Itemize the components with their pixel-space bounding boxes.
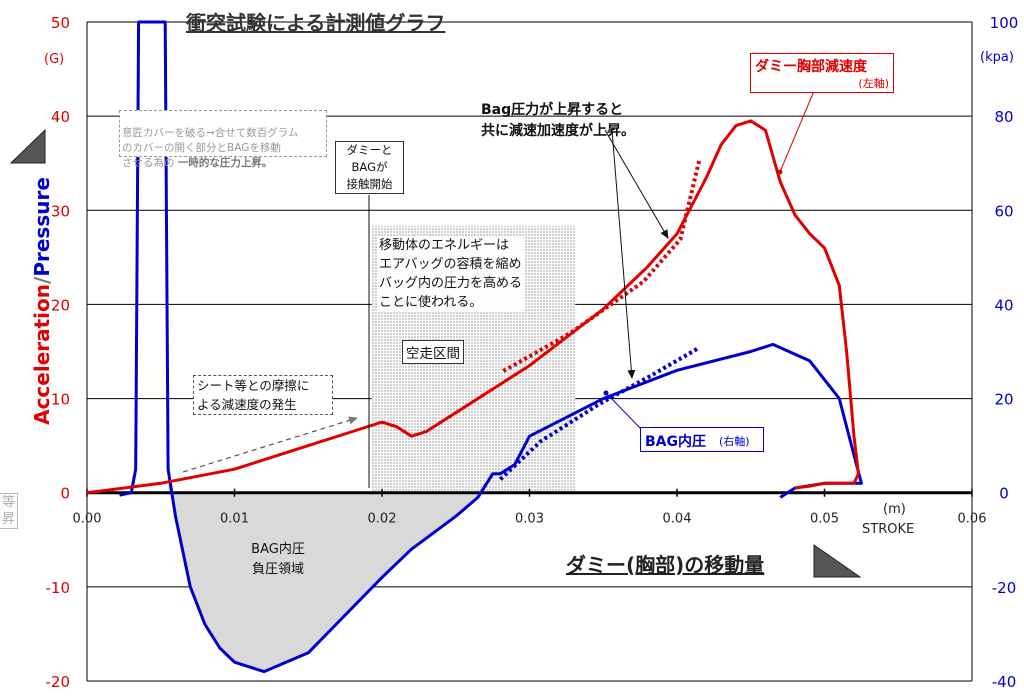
pressure-legend-axis: (右軸) [719, 435, 750, 448]
accel-legend-name: ダミー胸部減速度 [755, 59, 867, 75]
x-tick-label-2: 0.02 [368, 512, 397, 527]
x-unit: (m) [883, 502, 906, 517]
accel-series-line [86, 119, 860, 495]
y-axis-label-sep: / [30, 276, 54, 284]
dotted-extension-0 [502, 158, 702, 373]
x-axis-label: ダミー(胸部)の移動量 [566, 553, 765, 577]
y-left-tick-label-6: -10 [46, 579, 71, 597]
energy-text-box: 移動体のエネルギーは エアバッグの容積を縮め バッグ内の圧力を高める ことに使わ… [377, 236, 525, 312]
y-axis-triangle [9, 128, 46, 164]
chart-title: 衝突試験による計測値グラフ [186, 11, 446, 35]
y-right-tick-label-4: 20 [994, 391, 1013, 409]
x-tick-label-5: 0.05 [810, 512, 839, 527]
axes [9, 22, 973, 681]
y-right-unit: (kpa) [980, 50, 1014, 65]
x-tick-label-4: 0.04 [663, 512, 692, 527]
left-edge-text: 等 昇 [0, 493, 19, 529]
series [86, 20, 863, 674]
x-tick-label-6: 0.06 [958, 512, 987, 527]
accel-legend-axis: (左軸) [858, 77, 889, 90]
y-left-tick-label-7: -20 [46, 673, 71, 691]
free-run-label: 空走区間 [402, 340, 464, 364]
accel-legend-box: ダミー胸部減速度 (左軸) [750, 53, 894, 93]
dotted-extension-1 [499, 345, 701, 481]
x-axis-triangle [813, 544, 862, 578]
friction-arrow [182, 416, 358, 473]
y-left-unit: (G) [44, 52, 65, 67]
negative-pressure-fill [168, 469, 478, 672]
pressure-series-line [119, 20, 863, 674]
both-rise-text: Bag圧力が上昇すると 共に減速加速度が上昇。 [481, 102, 635, 139]
negative-pressure-label: BAG内圧 負圧領域 [251, 542, 305, 577]
pressure-legend-pointer [605, 392, 643, 431]
cover-break-box: 意匠カバーを破る→合せて数百グラム のカバーの開く部分とBAGを移動 させる為の… [119, 110, 327, 169]
y-right-tick-label-3: 40 [994, 296, 1013, 314]
y-left-tick-label-0: 50 [51, 14, 70, 32]
pressure-legend-dot [603, 390, 609, 396]
y-right-tick-label-1: 80 [994, 108, 1013, 126]
tick-labels: 0.00 0.01 0.02 0.03 0.04 0.05 0.0650403020100-… [46, 14, 1019, 691]
y-right-tick-label-2: 60 [994, 202, 1013, 220]
y-left-tick-label-4: 10 [51, 391, 70, 409]
pressure-legend-box: BAG内圧 (右軸) [640, 427, 764, 452]
y-right-tick-label-5: 0 [999, 485, 1009, 503]
x-tick-label-0: 0.00 [73, 512, 102, 527]
cover-break-text: 意匠カバーを破る→合せて数百グラム のカバーの開く部分とBAGを移動 させる為の [122, 127, 299, 169]
y-left-tick-label-5: 0 [60, 485, 70, 503]
accel-rise-arrow [604, 129, 669, 239]
negative-pressure-area [168, 469, 478, 672]
y-left-tick-label-1: 40 [51, 108, 70, 126]
annotation-arrows [182, 90, 815, 488]
accel-legend-dot [777, 169, 783, 175]
x-tick-label-3: 0.03 [515, 512, 544, 527]
x-tick-label-1: 0.01 [220, 512, 249, 527]
friction-box: シート等との摩擦に よる減速度の発生 [193, 375, 333, 415]
cover-break-bold: 一時的な圧力上昇。 [177, 157, 273, 169]
contact-box: ダミーと BAGが 接触開始 [335, 141, 404, 194]
y-right-tick-label-6: -20 [992, 579, 1017, 597]
y-axis-label-pressure: Pressure [30, 177, 54, 277]
y-left-tick-label-3: 20 [51, 296, 70, 314]
x-unit-name: STROKE [862, 522, 915, 537]
y-axis-label-accel: Acceleration [30, 283, 54, 425]
accel-legend-pointer [779, 90, 815, 173]
pressure-legend-name: BAG内圧 [645, 434, 706, 450]
y-left-tick-label-2: 30 [51, 202, 70, 220]
y-right-tick-label-0: 100 [990, 14, 1019, 32]
y-right-tick-label-7: -40 [992, 673, 1017, 691]
pressure-rise-arrow [611, 129, 636, 379]
y-axis-label: Acceleration/Pressure [6, 141, 54, 461]
